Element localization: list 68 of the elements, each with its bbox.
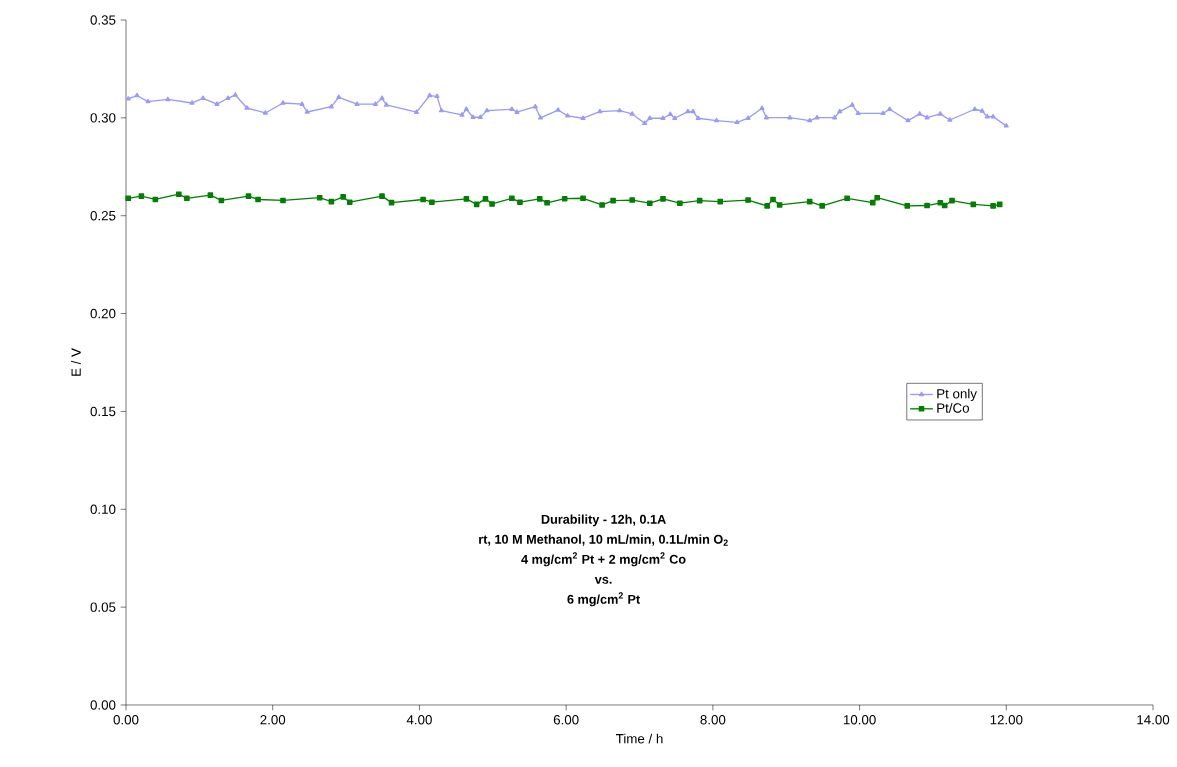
point [280,197,286,204]
point [924,202,930,209]
point [482,196,489,202]
point [646,200,653,206]
point [629,197,635,203]
point [904,203,911,209]
x-tick-label: 10.00 [843,715,876,725]
point [509,195,515,202]
legend-label: Pt/Co [937,402,970,413]
point [580,195,586,202]
point [255,196,261,203]
x-tick-label: 4.00 [406,715,432,725]
legend-label: Pt only [937,388,977,402]
point [970,201,977,208]
point [420,196,426,203]
text: 6 mg/cm$^{2}$ Pt [567,592,640,607]
annotation: vs. [594,576,612,584]
point [770,196,776,203]
point [245,193,252,199]
point [489,201,495,207]
y-tick-label: 0.10 [90,504,116,514]
point [340,194,346,200]
point [949,197,955,204]
point [990,203,996,209]
y-tick-label: 0.35 [90,15,116,25]
point [463,196,470,202]
point [176,191,182,197]
y-tick-label: 0.25 [90,210,116,221]
annotation: Durability - 12h, 0.1A [541,514,666,527]
point [346,199,353,206]
point [764,203,770,209]
point [937,199,944,206]
point [819,203,825,209]
x-tick-label: 2.00 [260,715,286,725]
y-tick-label: 0.15 [90,406,116,417]
point [379,193,385,199]
y-tick-label: 0.00 [90,700,116,710]
point [599,202,605,208]
x-tick-label: 0.00 [113,715,139,725]
point [429,199,435,206]
y-tick-label: 0.20 [90,308,116,319]
x-tick-label: 6.00 [553,715,579,725]
point [776,202,783,208]
x-axis-title: Time / h [615,733,663,744]
text: rt, 10 M Methanol, 10 mL/min, 0.1L/min O$_{2}$ [479,534,728,546]
point [745,197,751,203]
y-axis-title: E / V [71,348,81,376]
x-tick-label: 8.00 [700,715,726,725]
point [874,194,880,201]
text: 4 mg/cm$^{2}$ Pt + 2 mg/cm$^{2}$ Co [521,552,686,567]
point [677,200,683,206]
point [517,199,523,206]
point [869,199,876,206]
y-tick-label: 0.30 [90,113,116,123]
point [610,197,616,204]
y-tick-label: 0.05 [90,602,116,612]
point [125,195,132,202]
point [207,192,214,198]
point [660,196,666,202]
x-tick-label: 14.00 [1137,715,1170,725]
point [844,195,850,202]
point [316,194,323,201]
point [184,195,190,202]
point [544,199,550,206]
x-tick-label: 12.00 [990,715,1023,725]
point [138,193,145,199]
point [536,196,543,202]
point [717,198,724,205]
